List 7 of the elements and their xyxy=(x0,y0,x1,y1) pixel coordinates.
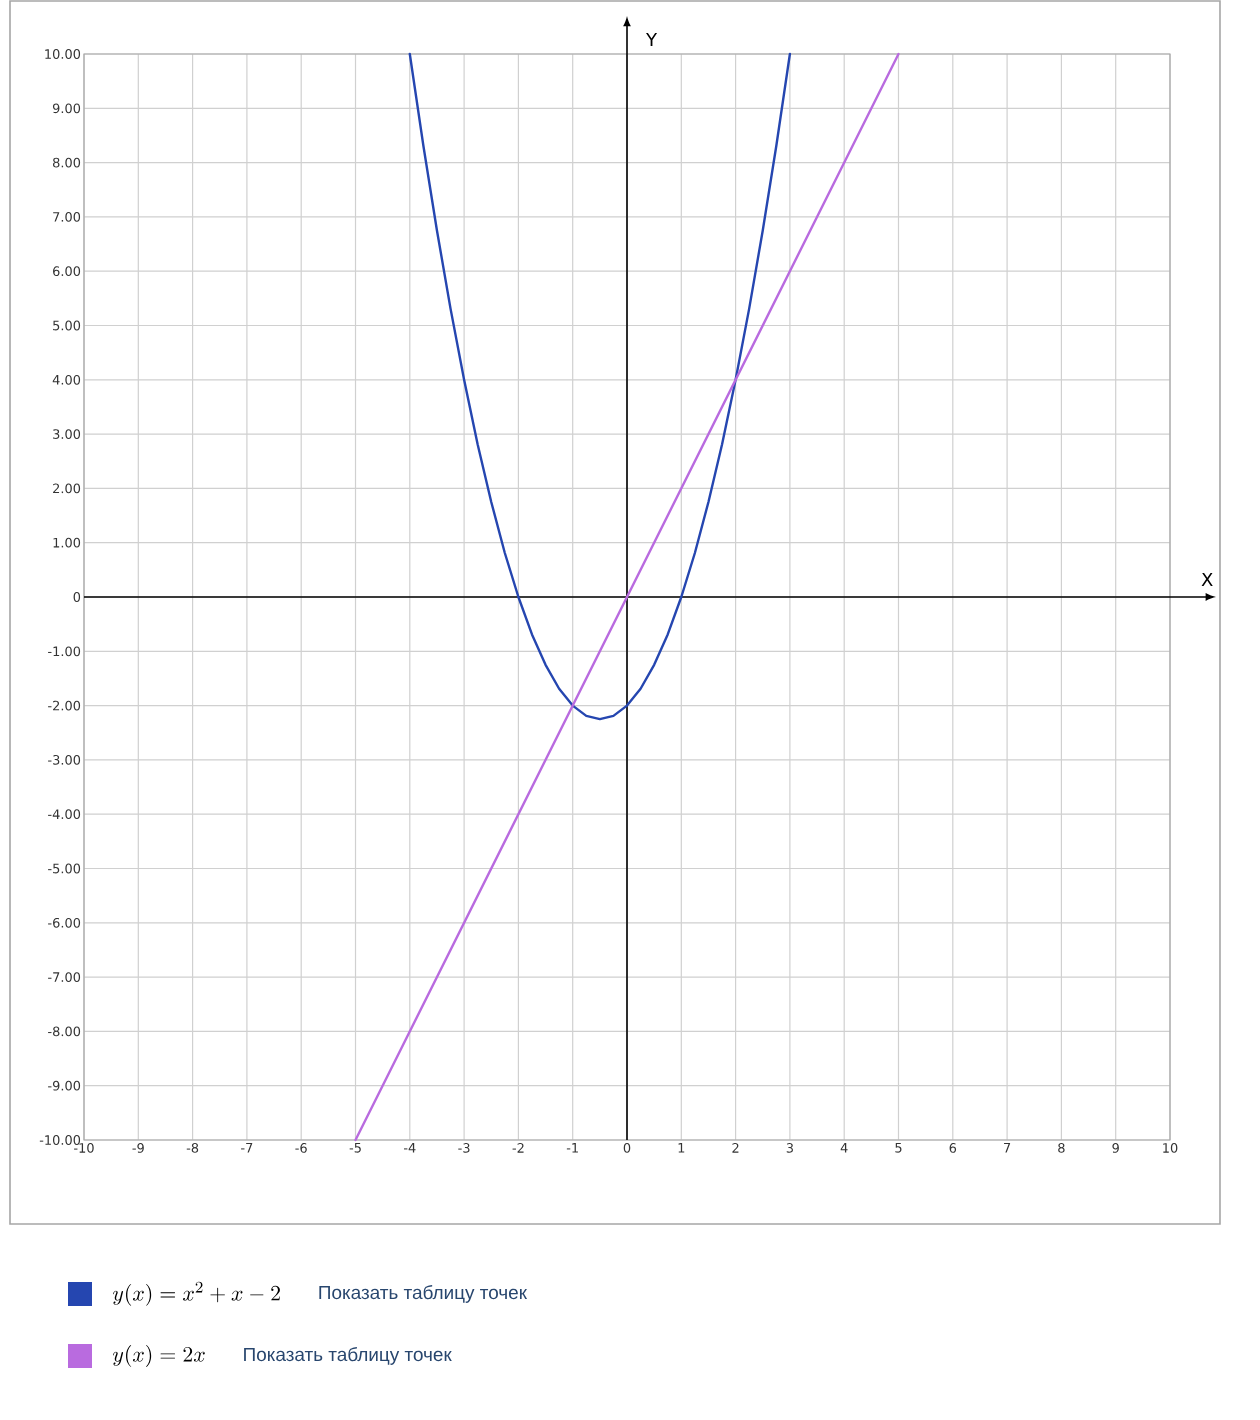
line-series xyxy=(408,52,792,721)
legend-label: $y(x) = x^2 + x - 2$ xyxy=(113,1281,280,1306)
legend-label: $y(x) = 2x$ xyxy=(113,1345,205,1367)
text: Показать таблицу точек xyxy=(244,1347,452,1365)
text: Показать таблицу точек xyxy=(319,1285,528,1303)
y-axis-title: Y xyxy=(646,33,658,47)
x-axis-title: X xyxy=(1201,572,1213,586)
